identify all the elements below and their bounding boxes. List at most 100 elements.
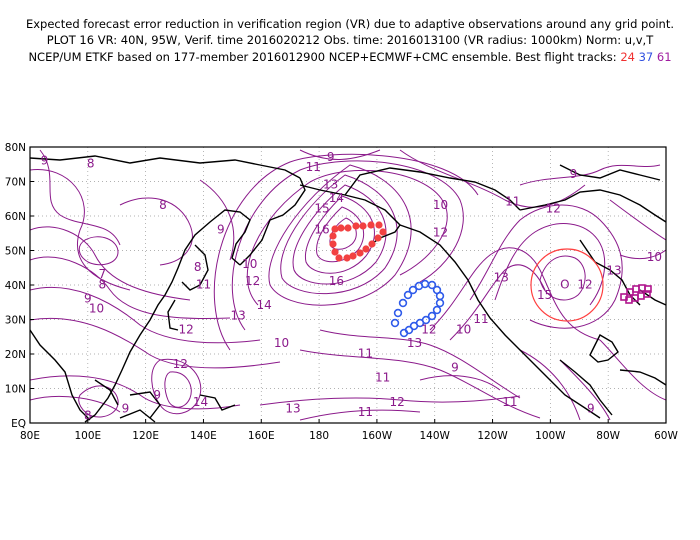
title-line-2: PLOT 16 VR: 40N, 95W, Verif. time 201602… (46, 33, 654, 47)
contour-value-label: 9 (84, 291, 92, 305)
contour-value-label: 11 (358, 405, 373, 419)
track-37-point (435, 298, 445, 308)
contour-value-label: 10 (456, 322, 471, 336)
lon-tick-label: 180 (309, 430, 329, 442)
lat-tick-label: 50N (5, 246, 26, 258)
lon-tick-label: 160E (248, 430, 275, 442)
contour-value-label: 12 (245, 274, 260, 288)
contour-value-label: 12 (577, 277, 592, 291)
track-24-point (352, 222, 360, 230)
contour-value-label: 15 (537, 288, 552, 302)
lon-tick-label: 60W (654, 430, 678, 442)
longitude-axis: 80E 100E 120E 140E 160E 180 160W 140W 120W 100W 80… (20, 419, 678, 442)
coastlines (30, 155, 666, 423)
lon-tick-label: 140E (190, 430, 217, 442)
contour-value-label: 12 (546, 202, 561, 216)
contour-value-label: 13 (494, 271, 509, 285)
track-37-point (432, 305, 442, 315)
contour-value-label: 13 (285, 402, 300, 416)
contour-value-label: 11 (196, 277, 211, 291)
track-24-point (374, 234, 382, 242)
track-24-label: 24 (620, 50, 635, 64)
contour-value-label: 9 (217, 222, 225, 236)
track-37-point (390, 318, 400, 328)
contour-value-label: 9 (122, 402, 130, 416)
track-24-point (367, 221, 375, 229)
contour-value-label: 12 (421, 322, 436, 336)
lat-tick-label: EQ (11, 418, 26, 430)
contour-value-label: 14 (193, 395, 208, 409)
gridlines (30, 147, 666, 423)
track-37-point (403, 290, 413, 300)
flight-track-61 (620, 284, 652, 304)
contour-value-label: 13 (323, 177, 338, 191)
track-24-point (329, 232, 337, 240)
contour-value-label: 9 (41, 153, 49, 167)
lon-tick-label: 160W (362, 430, 393, 442)
track-37-point (408, 285, 418, 295)
track-61-point (625, 296, 633, 304)
contour-value-label: 16 (314, 222, 329, 236)
lat-tick-label: 30N (5, 315, 26, 327)
track-61-point (637, 292, 645, 300)
track-24-point (331, 225, 339, 233)
title-line-1: Expected forecast error reduction in ver… (25, 17, 675, 31)
contour-value-label: 14 (257, 298, 272, 312)
contour-value-label: 13 (231, 309, 246, 323)
contour-value-label: 13 (407, 336, 422, 350)
contour-value-label: 11 (502, 395, 517, 409)
contour-value-label: 15 (314, 202, 329, 216)
contour-value-label: 10 (433, 198, 448, 212)
contour-value-label: 8 (84, 409, 92, 423)
contour-value-label: 9 (153, 388, 161, 402)
track-24-point (344, 224, 352, 232)
lat-tick-label: 10N (5, 384, 26, 396)
track-37-point (399, 328, 409, 338)
contour-value-label: 12 (390, 395, 405, 409)
contour-value-label: 8 (87, 157, 95, 171)
lat-tick-label: 40N (5, 280, 26, 292)
track-37-point (427, 280, 437, 290)
contour-value-label: 9 (327, 150, 335, 164)
contour-value-label: 11 (375, 371, 390, 385)
contour-value-label: 9 (587, 402, 595, 416)
verification-center-marker: O (560, 277, 569, 291)
track-37-point (393, 308, 403, 318)
lon-tick-label: 80E (20, 430, 40, 442)
track-24-point (362, 245, 370, 253)
contour-value-label: 12 (178, 322, 193, 336)
title-line-3-text: NCEP/UM ETKF based on 177-member 2016012… (28, 50, 617, 64)
track-24-point (343, 254, 351, 262)
contour-value-label: 7 (98, 267, 106, 281)
contour-value-label: 10 (647, 250, 662, 264)
flight-track-37 (390, 279, 445, 338)
contour-value-label: 10 (89, 302, 104, 316)
contour-value-label: 10 (274, 336, 289, 350)
verification-region-circle (530, 248, 604, 322)
track-24-point (331, 248, 339, 256)
track-24-point (337, 224, 345, 232)
lat-tick-label: 80N (5, 142, 26, 154)
track-24-point (379, 228, 387, 236)
title-line-3: NCEP/UM ETKF based on 177-member 2016012… (0, 51, 700, 64)
track-61-point (644, 285, 652, 293)
track-37-point (427, 311, 437, 321)
contour-value-label: 13 (606, 264, 621, 278)
contour-value-label: 11 (473, 312, 488, 326)
track-24-point (359, 222, 367, 230)
contour-value-label: 12 (173, 357, 188, 371)
track-61-point (638, 284, 646, 292)
lat-tick-label: 70N (5, 177, 26, 189)
lat-tick-label: 20N (5, 349, 26, 361)
lon-tick-label: 120W (477, 430, 508, 442)
track-24-point (349, 252, 357, 260)
track-61-label: 61 (656, 50, 672, 64)
lon-tick-label: 140W (420, 430, 451, 442)
contour-value-label: 8 (159, 198, 167, 212)
lon-tick-label: 100W (535, 430, 566, 442)
track-37-point (398, 298, 408, 308)
contour-value-label: 11 (358, 346, 373, 360)
contour-value-label: 16 (329, 274, 344, 288)
flight-track-24 (329, 221, 387, 262)
